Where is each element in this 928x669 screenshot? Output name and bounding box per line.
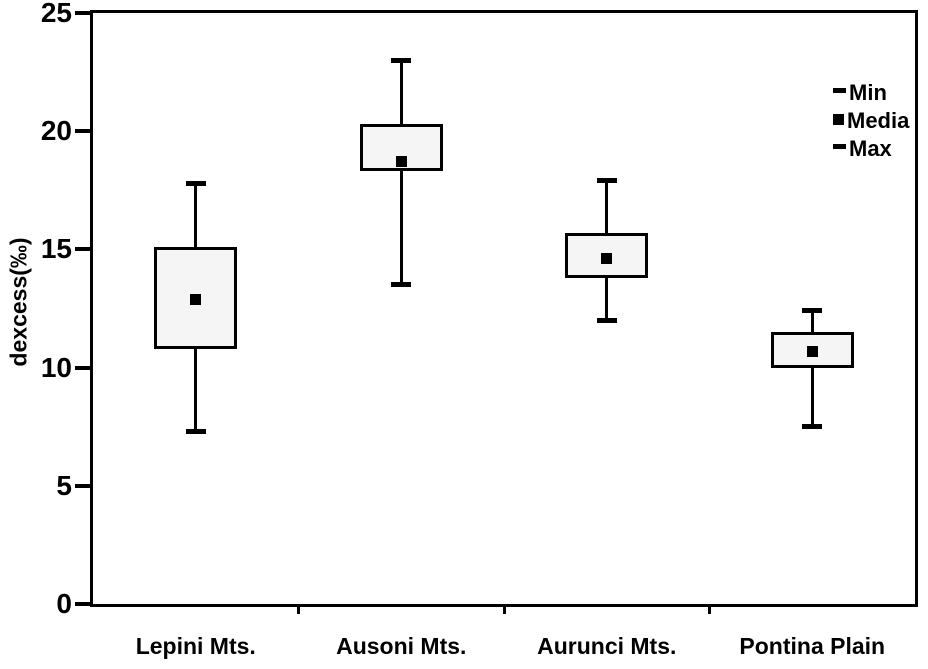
whisker-cap-max-ausoni-mts	[391, 57, 412, 63]
x-tick-mark-2	[502, 607, 506, 614]
media-marker-pontina-plain	[806, 345, 818, 357]
whisker-cap-max-pontina-plain	[802, 308, 823, 314]
whisker-cap-max-lepini-mts	[185, 180, 206, 186]
whisker-upper-aurunci-mts	[605, 180, 609, 233]
whisker-cap-min-ausoni-mts	[391, 282, 412, 288]
y-tick-mark-15	[75, 247, 90, 252]
x-tick-mark-1	[297, 607, 300, 614]
y-tick-mark-5	[75, 483, 90, 488]
media-marker-ausoni-mts	[395, 156, 407, 168]
x-category-label-aurunci-mts: Aurunci Mts.	[537, 633, 677, 659]
y-tick-label-5: 5	[56, 469, 72, 501]
max-dash-marker-icon	[833, 143, 846, 149]
box-ausoni-mts	[359, 124, 443, 172]
whisker-lower-pontina-plain	[810, 367, 814, 427]
y-tick-label-0: 0	[56, 588, 72, 619]
y-tick-mark-0	[75, 602, 90, 606]
media-marker-lepini-mts	[190, 293, 202, 305]
whisker-lower-lepini-mts	[194, 348, 198, 432]
y-tick-label-20: 20	[40, 115, 72, 147]
legend-label-media: Media	[847, 108, 910, 133]
whisker-upper-pontina-plain	[810, 310, 814, 333]
y-tick-label-10: 10	[40, 351, 72, 383]
x-category-label-ausoni-mts: Ausoni Mts.	[336, 633, 467, 659]
legend-item-media: Media	[833, 107, 909, 135]
y-tick-mark-20	[75, 129, 90, 134]
x-category-label-lepini-mts: Lepini Mts.	[135, 633, 256, 659]
legend-item-min: Min	[833, 79, 909, 107]
y-tick-mark-25	[75, 11, 90, 15]
whisker-cap-min-aurunci-mts	[596, 317, 617, 323]
y-tick-label-25: 25	[40, 0, 72, 28]
min-dash-marker-icon	[833, 87, 846, 93]
x-category-label-pontina-plain: Pontina Plain	[739, 633, 886, 659]
y-tick-mark-10	[75, 365, 90, 370]
legend-item-max: Max	[833, 135, 909, 163]
whisker-cap-min-pontina-plain	[802, 424, 823, 430]
whisker-lower-ausoni-mts	[399, 171, 403, 285]
legend-label-min: Min	[849, 80, 887, 105]
y-tick-label-15: 15	[40, 233, 72, 265]
whisker-upper-ausoni-mts	[399, 60, 403, 125]
legend-label-max: Max	[849, 136, 892, 161]
legend: Min Media Max	[833, 79, 909, 163]
whisker-lower-aurunci-mts	[605, 277, 609, 321]
media-square-marker-icon	[833, 113, 844, 125]
whisker-cap-max-aurunci-mts	[596, 178, 617, 184]
x-tick-mark-3	[708, 607, 711, 614]
whisker-cap-min-lepini-mts	[185, 428, 206, 434]
media-marker-aurunci-mts	[601, 253, 613, 265]
whisker-upper-lepini-mts	[194, 183, 198, 248]
